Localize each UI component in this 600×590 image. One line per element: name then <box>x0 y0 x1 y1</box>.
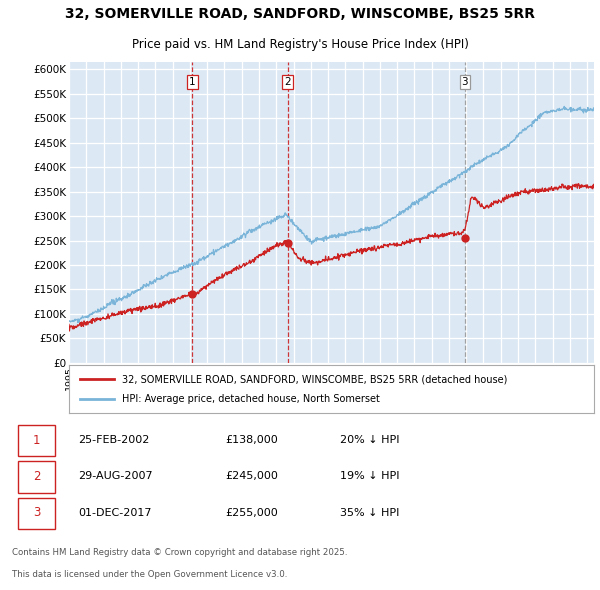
Text: £138,000: £138,000 <box>225 435 278 445</box>
Text: 1: 1 <box>189 77 196 87</box>
Text: 32, SOMERVILLE ROAD, SANDFORD, WINSCOMBE, BS25 5RR (detached house): 32, SOMERVILLE ROAD, SANDFORD, WINSCOMBE… <box>121 374 507 384</box>
Text: 29-AUG-2007: 29-AUG-2007 <box>78 471 153 481</box>
Text: £245,000: £245,000 <box>225 471 278 481</box>
Text: 19% ↓ HPI: 19% ↓ HPI <box>340 471 400 481</box>
Text: 1: 1 <box>33 434 40 447</box>
Text: 35% ↓ HPI: 35% ↓ HPI <box>340 508 400 517</box>
Text: Price paid vs. HM Land Registry's House Price Index (HPI): Price paid vs. HM Land Registry's House … <box>131 38 469 51</box>
Text: 32, SOMERVILLE ROAD, SANDFORD, WINSCOMBE, BS25 5RR: 32, SOMERVILLE ROAD, SANDFORD, WINSCOMBE… <box>65 6 535 21</box>
Text: 2: 2 <box>284 77 291 87</box>
FancyBboxPatch shape <box>18 461 55 493</box>
Text: This data is licensed under the Open Government Licence v3.0.: This data is licensed under the Open Gov… <box>12 571 287 579</box>
Text: 3: 3 <box>33 506 40 519</box>
Text: HPI: Average price, detached house, North Somerset: HPI: Average price, detached house, Nort… <box>121 395 379 405</box>
Text: £255,000: £255,000 <box>225 508 278 517</box>
FancyBboxPatch shape <box>18 425 55 457</box>
Text: 2: 2 <box>33 470 40 483</box>
Text: 25-FEB-2002: 25-FEB-2002 <box>78 435 149 445</box>
Text: 01-DEC-2017: 01-DEC-2017 <box>78 508 152 517</box>
FancyBboxPatch shape <box>18 497 55 529</box>
Text: 3: 3 <box>461 77 468 87</box>
Text: Contains HM Land Registry data © Crown copyright and database right 2025.: Contains HM Land Registry data © Crown c… <box>12 548 347 557</box>
Text: 20% ↓ HPI: 20% ↓ HPI <box>340 435 400 445</box>
